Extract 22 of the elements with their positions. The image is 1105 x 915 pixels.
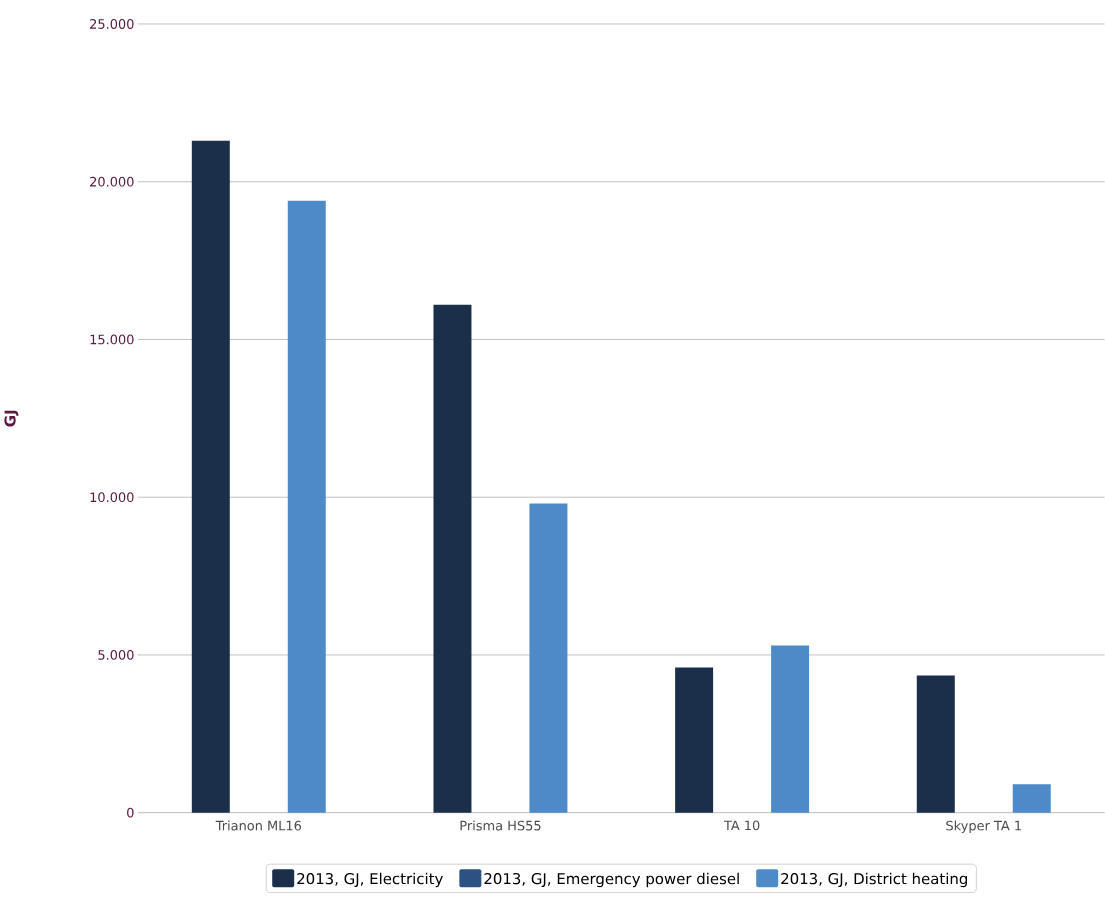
- x-tick-label: Trianon ML16: [215, 820, 302, 831]
- x-tick-label: TA 10: [723, 820, 760, 831]
- bar: [675, 667, 714, 813]
- x-tick-label: Prisma HS55: [460, 820, 541, 831]
- y-tick-label: 10.000: [90, 492, 134, 503]
- y-tick-label: 25.000: [90, 19, 134, 30]
- y-axis-title: GJ: [4, 410, 19, 427]
- bar: [771, 645, 810, 813]
- x-tick-label: Skyper TA 1: [946, 820, 1021, 834]
- bar: [433, 304, 472, 813]
- y-tick-label: 15.000: [90, 334, 134, 345]
- legend-label: 2013, GJ, Electricity: [297, 872, 443, 888]
- legend-label: 2013, GJ, Emergency power diesel: [484, 872, 739, 888]
- bar: [1012, 784, 1051, 813]
- y-tick-label: 5.000: [98, 650, 134, 661]
- bar: [916, 675, 955, 813]
- legend-label: 2013, GJ, District heating: [781, 872, 967, 888]
- y-tick-label: 0: [127, 807, 134, 818]
- y-tick-label: 20.000: [90, 177, 134, 187]
- bar: [191, 140, 230, 813]
- bar: [287, 200, 326, 813]
- bar: [529, 503, 568, 813]
